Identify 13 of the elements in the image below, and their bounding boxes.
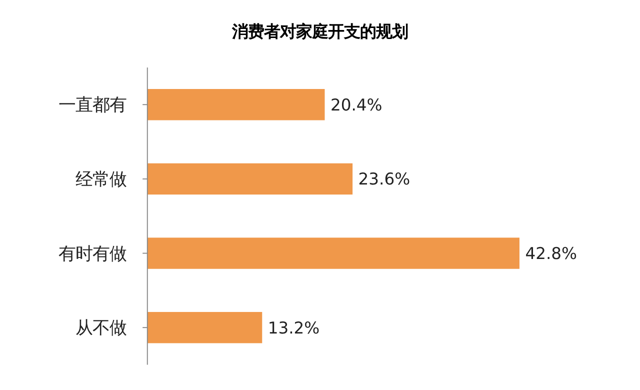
chart-title: 消费者对家庭开支的规划 (231, 22, 408, 41)
y-tick-label: 从不做 (75, 318, 126, 339)
data-label: 20.4% (330, 95, 382, 114)
data-label: 42.8% (525, 244, 577, 263)
y-tick-label: 有时有做 (58, 244, 126, 264)
y-tick-label: 一直都有 (58, 96, 126, 116)
y-tick-label: 经常做 (75, 170, 126, 190)
data-label: 13.2% (268, 318, 320, 338)
bar (147, 312, 262, 344)
bar (147, 238, 520, 269)
bar (147, 89, 325, 120)
data-label: 23.6% (358, 170, 410, 189)
bar (147, 163, 353, 195)
